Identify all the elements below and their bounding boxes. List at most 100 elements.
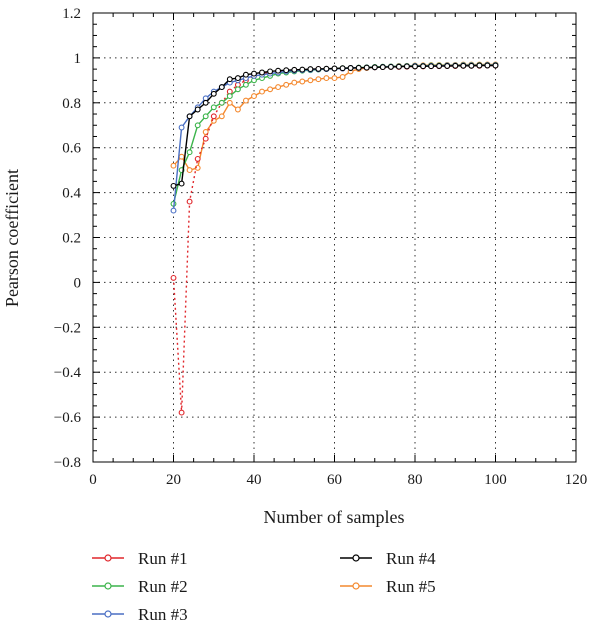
data-point [299, 78, 306, 85]
y-axis-label: Pearson coefficient [2, 169, 22, 307]
data-point [242, 97, 249, 104]
legend: Run #1 Run #2 Run #3 Run #4 Run #5 [92, 549, 436, 624]
data-point [226, 76, 233, 83]
data-point [420, 63, 427, 70]
y-tick-label: 0 [74, 275, 82, 291]
data-point [412, 63, 418, 70]
data-point [186, 198, 193, 205]
data-point [267, 86, 274, 93]
legend-label: Run #4 [386, 549, 436, 568]
data-point [436, 63, 443, 69]
data-point [315, 76, 322, 83]
data-point [178, 180, 185, 187]
data-point [234, 106, 241, 113]
data-point [226, 93, 233, 100]
x-tick-label: 40 [247, 472, 262, 488]
data-point [371, 64, 378, 71]
data-point [170, 274, 177, 281]
data-point [194, 155, 201, 162]
data-point [468, 62, 475, 69]
x-tick-label: 0 [89, 472, 97, 488]
data-point [307, 77, 314, 84]
series-group [170, 61, 499, 416]
legend-item: Run #5 [340, 577, 436, 596]
legend-swatch-marker [104, 610, 112, 618]
x-axis-label: Number of samples [264, 507, 405, 527]
data-point [275, 67, 282, 74]
data-point [259, 69, 265, 76]
data-point [387, 63, 394, 70]
data-point [444, 63, 451, 69]
legend-swatch-marker [104, 554, 112, 562]
y-tick-label: 1.2 [62, 6, 81, 22]
data-point [178, 409, 185, 416]
data-point [323, 65, 330, 72]
data-point [202, 135, 209, 142]
legend-item: Run #3 [92, 605, 188, 624]
legend-item: Run #4 [340, 549, 436, 568]
data-point [452, 62, 459, 69]
data-point [194, 106, 201, 113]
tick-labels: 0 20 40 60 80 100 120 −0.8 −0.6 −0.4 −0.2 0 0.2 0.4 0.… [54, 6, 587, 488]
data-point [484, 62, 491, 69]
data-point [275, 84, 282, 91]
data-point [339, 74, 346, 80]
legend-item: Run #1 [92, 549, 188, 568]
data-point [291, 66, 298, 73]
data-point [242, 81, 249, 88]
legend-item: Run #2 [92, 577, 188, 596]
y-tick-label: −0.2 [54, 320, 81, 336]
data-point [202, 99, 209, 106]
data-point [170, 207, 177, 214]
data-point [331, 65, 338, 72]
data-point [218, 113, 225, 120]
data-point [355, 64, 362, 71]
y-tick-label: −0.6 [54, 410, 82, 426]
data-point [339, 65, 346, 72]
data-point [283, 81, 290, 88]
data-point [178, 153, 185, 160]
data-point [210, 90, 217, 97]
grid [93, 13, 576, 462]
x-tick-label: 120 [565, 472, 588, 488]
legend-swatch-marker [352, 582, 360, 590]
data-point [251, 70, 257, 77]
data-point [170, 182, 177, 189]
data-point [347, 65, 354, 71]
data-point [492, 62, 499, 69]
data-point [476, 62, 483, 69]
data-point [186, 149, 193, 156]
data-point [363, 64, 370, 71]
data-point [307, 66, 314, 73]
series-4 [170, 62, 499, 189]
data-point [331, 75, 338, 82]
plot-frame [92, 12, 577, 463]
y-tick-label: 0.6 [62, 141, 81, 157]
y-tick-label: 1 [74, 51, 82, 67]
data-point [186, 113, 193, 120]
y-tick-label: 0.4 [62, 186, 81, 202]
legend-label: Run #3 [138, 605, 188, 624]
y-tick-label: 0.8 [62, 96, 81, 112]
data-point [234, 75, 241, 82]
x-tick-label: 80 [408, 472, 423, 488]
data-point [403, 63, 410, 70]
legend-label: Run #1 [138, 549, 188, 568]
data-point [299, 66, 306, 73]
data-point [251, 93, 257, 100]
data-point [234, 86, 241, 93]
data-point [218, 84, 225, 91]
data-point [194, 122, 201, 129]
data-point [460, 62, 467, 69]
data-point [170, 162, 177, 169]
legend-label: Run #5 [386, 577, 436, 596]
y-tick-label: −0.4 [54, 365, 82, 381]
x-tick-label: 100 [484, 472, 507, 488]
data-point [395, 63, 402, 70]
data-point [379, 64, 386, 71]
data-point [178, 124, 185, 131]
data-point [202, 129, 209, 135]
series-5 [170, 61, 499, 174]
data-point [210, 104, 217, 111]
